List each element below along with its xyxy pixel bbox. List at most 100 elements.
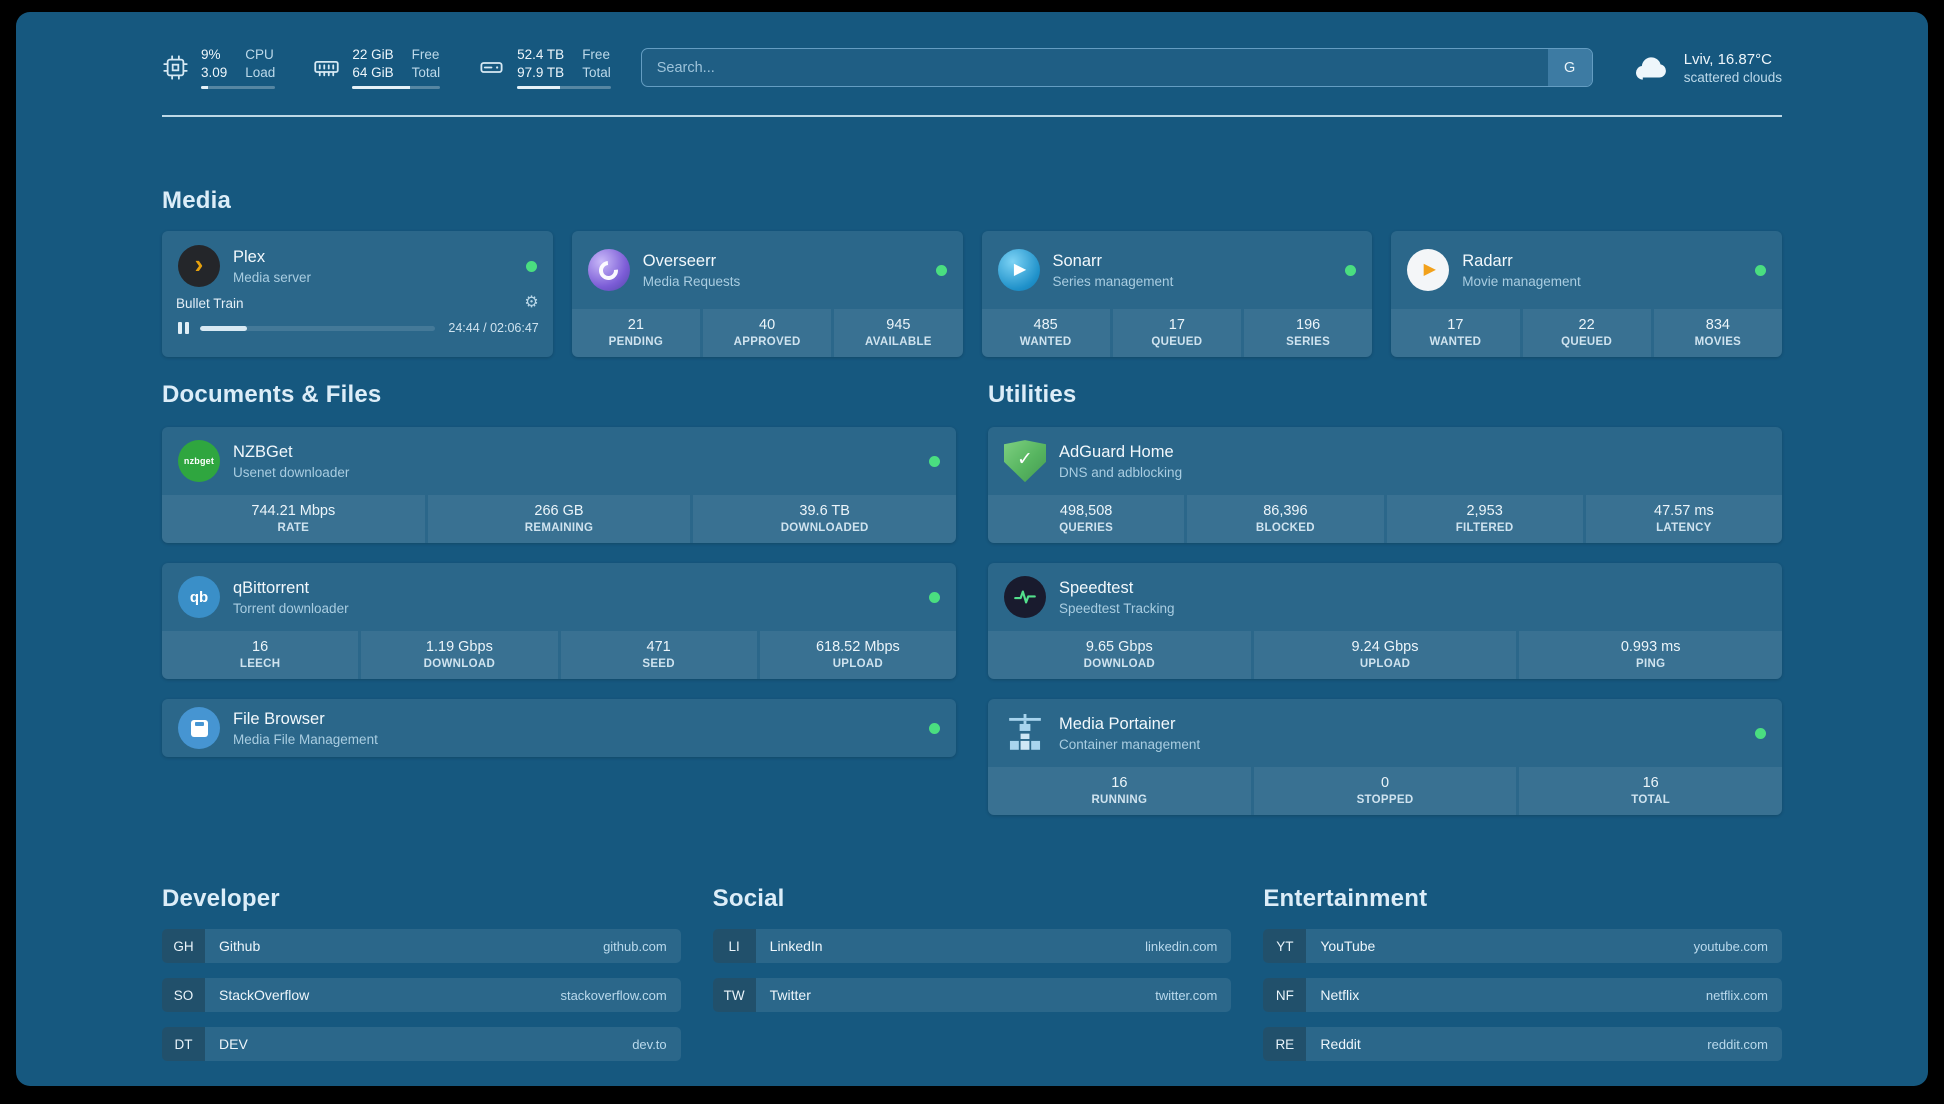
memory-total-value: 64 GiB <box>352 64 394 80</box>
bookmark-abbr: TW <box>712 978 756 1013</box>
bookmark-abbr: SO <box>162 978 205 1013</box>
stat-pending: 21 PENDING <box>571 309 700 358</box>
bookmark-youtube[interactable]: YT YouTube youtube.com <box>1263 929 1782 964</box>
memory-total-label: Total <box>411 64 441 80</box>
service-title: Radarr <box>1462 251 1513 270</box>
stat-queued: 17 QUEUED <box>1112 309 1241 358</box>
section-title-entertainment: Entertainment <box>1263 885 1428 913</box>
settings-gear-icon[interactable]: ⚙ <box>524 294 539 312</box>
service-card-adguard[interactable]: ✓ AdGuard Home DNS and adblocking 498,50… <box>988 427 1782 544</box>
topbar-divider <box>162 115 1782 118</box>
section-documents: Documents & Files nzbget NZBGet Usenet d… <box>162 381 956 758</box>
memory-free-label: Free <box>411 47 440 62</box>
service-stats: 17 WANTED 22 QUEUED 834 MOVIES <box>1391 309 1782 358</box>
service-title: Speedtest <box>1059 578 1134 597</box>
section-title-utilities: Utilities <box>988 381 1077 409</box>
bookmark-reddit[interactable]: RE Reddit reddit.com <box>1263 1027 1782 1062</box>
bookmark-url: github.com <box>603 938 667 954</box>
stat-remaining: 266 GB REMAINING <box>427 495 691 544</box>
service-subtitle: Container management <box>1059 736 1201 752</box>
service-title: File Browser <box>233 709 325 728</box>
stat-queued: 22 QUEUED <box>1522 309 1651 358</box>
plex-now-playing: Bullet Train ⚙ 24:44 / 02:06:47 <box>176 295 539 336</box>
stat-blocked: 86,396 BLOCKED <box>1187 495 1384 544</box>
bookmark-url: linkedin.com <box>1145 938 1218 954</box>
disk-total-value: 97.9 TB <box>517 64 565 80</box>
bookmark-group-developer: Developer GH Github github.com SO StackO… <box>162 885 681 1076</box>
stat-upload: 618.52 Mbps UPLOAD <box>759 631 956 680</box>
service-subtitle: Movie management <box>1462 273 1581 289</box>
bookmark-linkedin[interactable]: LI LinkedIn linkedin.com <box>712 929 1232 964</box>
media-cards-row: › Plex Media server Bullet Train ⚙ <box>162 231 1782 358</box>
section-utilities: Utilities ✓ AdGuard Home DNS and adblock… <box>988 381 1782 816</box>
disk-free-value: 52.4 TB <box>517 47 565 62</box>
nzbget-icon: nzbget <box>178 440 220 483</box>
service-card-speedtest[interactable]: Speedtest Speedtest Tracking 9.65 Gbps D… <box>988 563 1782 680</box>
section-title-social: Social <box>712 885 785 913</box>
cpu-icon <box>162 54 189 81</box>
service-card-radarr[interactable]: ▶ Radarr Movie management 17 WANTED <box>1391 231 1782 358</box>
stat-queries: 498,508 QUERIES <box>988 495 1185 544</box>
filebrowser-icon <box>178 707 220 750</box>
bookmark-name: Twitter <box>769 987 811 1004</box>
resource-cpu: 9% 3.09 CPU Load <box>162 46 276 90</box>
disk-free-label: Free <box>582 47 610 62</box>
service-card-overseerr[interactable]: Overseerr Media Requests 21 PENDING 40 A… <box>571 231 963 358</box>
bookmark-group-entertainment: Entertainment YT YouTube youtube.com NF … <box>1263 885 1782 1076</box>
service-subtitle: Media server <box>233 269 312 285</box>
weather-location: Lviv, 16.87°C <box>1683 50 1772 68</box>
playback-progress-bar[interactable] <box>199 325 436 331</box>
stat-wanted: 485 WANTED <box>981 309 1110 358</box>
resource-disk: 52.4 TB 97.9 TB Free Total <box>478 46 611 90</box>
service-card-portainer[interactable]: Media Portainer Container management 16 … <box>988 699 1782 816</box>
qbittorrent-icon: qb <box>178 576 220 619</box>
bookmark-group-social: Social LI LinkedIn linkedin.com TW Twitt… <box>712 885 1232 1027</box>
status-dot <box>929 722 940 734</box>
bookmark-url: netflix.com <box>1705 987 1768 1003</box>
bookmark-abbr: YT <box>1263 929 1307 964</box>
disk-total-label: Total <box>582 64 611 80</box>
service-card-sonarr[interactable]: ▶ Sonarr Series management 485 WANTED <box>981 231 1373 358</box>
service-subtitle: Speedtest Tracking <box>1059 600 1175 616</box>
bookmark-twitter[interactable]: TW Twitter twitter.com <box>712 978 1232 1013</box>
dashboard-frame: 9% 3.09 CPU Load <box>16 12 1928 1086</box>
bookmark-url: reddit.com <box>1707 1036 1768 1052</box>
stat-stopped: 0 STOPPED <box>1253 767 1517 816</box>
pause-button[interactable] <box>176 320 191 336</box>
resource-widgets: 9% 3.09 CPU Load <box>162 46 611 90</box>
service-card-filebrowser[interactable]: File Browser Media File Management <box>162 699 956 758</box>
stat-available: 945 AVAILABLE <box>834 309 963 358</box>
status-dot <box>1755 727 1766 739</box>
bookmark-netflix[interactable]: NF Netflix netflix.com <box>1263 978 1782 1013</box>
search-input[interactable] <box>641 49 1548 87</box>
service-stats: 9.65 Gbps DOWNLOAD 9.24 Gbps UPLOAD 0.99… <box>988 631 1782 680</box>
bookmark-abbr: LI <box>712 929 756 964</box>
service-title: AdGuard Home <box>1059 442 1174 461</box>
service-card-qbittorrent[interactable]: qb qBittorrent Torrent downloader 16 LEE… <box>162 563 956 680</box>
status-dot <box>525 260 537 272</box>
memory-free-value: 22 GiB <box>352 47 394 62</box>
bookmark-dev[interactable]: DT DEV dev.to <box>162 1027 681 1062</box>
service-subtitle: Usenet downloader <box>233 464 350 480</box>
stat-wanted: 17 WANTED <box>1391 309 1520 358</box>
service-title: Overseerr <box>642 251 717 270</box>
section-title-developer: Developer <box>162 885 280 913</box>
portainer-crane-icon <box>1004 712 1046 754</box>
service-stats: 485 WANTED 17 QUEUED 196 SERIES <box>981 309 1373 358</box>
disk-icon <box>478 54 505 81</box>
bookmark-url: dev.to <box>632 1036 667 1052</box>
plex-icon: › <box>178 245 220 288</box>
bookmark-stackoverflow[interactable]: SO StackOverflow stackoverflow.com <box>162 978 681 1013</box>
bookmark-name: DEV <box>219 1036 248 1053</box>
bookmark-github[interactable]: GH Github github.com <box>162 929 681 964</box>
stat-rate: 744.21 Mbps RATE <box>162 495 425 544</box>
service-card-nzbget[interactable]: nzbget NZBGet Usenet downloader 744.21 M… <box>162 427 956 544</box>
search-provider-button[interactable]: G <box>1547 49 1592 87</box>
overseerr-icon <box>587 249 630 292</box>
service-card-plex[interactable]: › Plex Media server Bullet Train ⚙ <box>162 231 553 358</box>
middle-columns: Documents & Files nzbget NZBGet Usenet d… <box>162 381 1782 816</box>
cpu-load-label: Load <box>245 64 276 80</box>
stat-total: 16 TOTAL <box>1519 767 1782 816</box>
service-title: Sonarr <box>1052 251 1103 270</box>
service-subtitle: Media File Management <box>233 731 378 747</box>
